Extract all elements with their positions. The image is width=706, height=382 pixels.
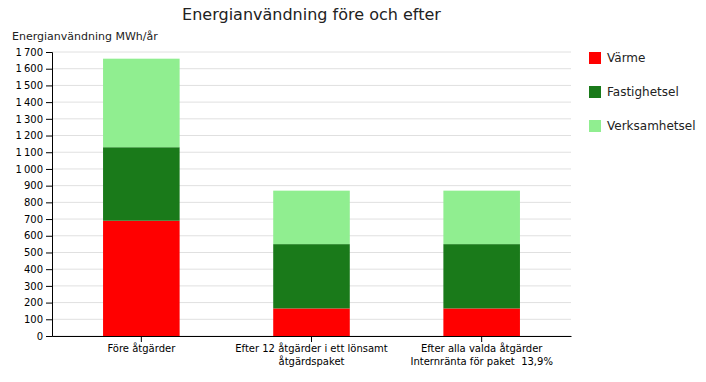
bar xyxy=(443,244,520,308)
bar xyxy=(103,221,180,336)
x-tick: Efter 12 åtgärder i ett lönsamtåtgärdspa… xyxy=(235,336,388,367)
grid-line xyxy=(52,52,571,53)
bars xyxy=(103,59,520,336)
bar xyxy=(273,191,350,244)
legend-item: Värme xyxy=(589,51,645,65)
y-tick: 1 600 xyxy=(16,63,52,74)
y-tick: 700 xyxy=(24,214,52,225)
y-tick-mark xyxy=(46,319,52,320)
chart: 0 100 200 300 400 500 600 700 800 900 1 000 1 100 1 … xyxy=(0,0,706,382)
bar xyxy=(103,59,180,148)
title: Energianvändning före och efter xyxy=(182,5,441,24)
x-tick-mark xyxy=(141,336,142,342)
y-tick-mark xyxy=(46,269,52,270)
y-tick-label: 700 xyxy=(24,214,43,225)
x-tick: Före åtgärder xyxy=(107,336,176,354)
y-tick: 1 000 xyxy=(16,164,52,175)
y-tick-label: 1 500 xyxy=(16,80,43,91)
y-tick-mark xyxy=(46,219,52,220)
y-axis: 0 100 200 300 400 500 600 700 800 900 1 000 1 100 1 … xyxy=(16,47,53,342)
y-tick-label: 500 xyxy=(24,247,43,258)
y-tick-mark xyxy=(46,303,52,304)
y-tick-mark xyxy=(46,202,52,203)
y-tick-mark xyxy=(46,52,52,53)
y-tick-label: 1 000 xyxy=(16,164,43,175)
y-tick-label: 400 xyxy=(24,264,43,275)
y-tick-label: 800 xyxy=(24,197,43,208)
y-tick: 1 100 xyxy=(16,147,52,158)
x-tick-label-line: Internränta för paket 13,9% xyxy=(410,356,552,367)
y-tick-label: 1 300 xyxy=(16,114,43,125)
legend: Värme Fastighetsel Verksamhetsel xyxy=(589,51,696,133)
x-tick: Efter alla valda åtgärder Internränta för… xyxy=(410,336,552,367)
y-tick: 1 400 xyxy=(16,97,52,108)
y-tick-label: 200 xyxy=(24,297,43,308)
y-tick-label: 0 xyxy=(37,331,43,342)
y-tick-mark xyxy=(46,136,52,137)
y-tick: 300 xyxy=(24,281,52,292)
y-tick-label: 1 200 xyxy=(16,130,43,141)
x-tick-label: Före åtgärder xyxy=(107,342,176,354)
legend-item: Verksamhetsel xyxy=(589,119,696,133)
x-tick-label-line: Efter 12 åtgärder i ett lönsamt xyxy=(235,342,388,354)
y-tick: 1 700 xyxy=(16,47,52,58)
y-tick-label: 900 xyxy=(24,180,43,191)
y-tick-mark xyxy=(46,102,52,103)
bar xyxy=(443,308,520,336)
y-tick: 800 xyxy=(24,197,52,208)
y-tick: 900 xyxy=(24,180,52,191)
legend-swatch xyxy=(589,52,601,64)
bar xyxy=(273,308,350,336)
bar xyxy=(443,191,520,244)
y-tick: 1 300 xyxy=(16,114,52,125)
y-tick: 1 200 xyxy=(16,130,52,141)
y-label: Energianvändning MWh/år xyxy=(12,30,158,43)
y-tick-mark xyxy=(46,336,52,337)
x-tick-label-line: Efter alla valda åtgärder xyxy=(421,342,543,354)
y-tick: 600 xyxy=(24,230,52,241)
y-tick: 1 500 xyxy=(16,80,52,91)
plot: 0 100 200 300 400 500 600 700 800 900 1 000 1 100 1 … xyxy=(16,47,572,367)
x-tick-mark xyxy=(311,336,312,342)
y-tick-label: 300 xyxy=(24,281,43,292)
x-tick-label: Efter 12 åtgärder i ett lönsamtåtgärdspa… xyxy=(235,342,388,367)
y-tick: 500 xyxy=(24,247,52,258)
y-tick-label: 100 xyxy=(24,314,43,325)
y-tick-mark xyxy=(46,152,52,153)
y-tick-label: 600 xyxy=(24,230,43,241)
legend-item: Fastighetsel xyxy=(589,85,679,99)
grid xyxy=(52,52,571,336)
y-tick-mark xyxy=(46,85,52,86)
y-axis-line xyxy=(46,53,53,337)
x-tick-label-line: Före åtgärder xyxy=(107,342,176,354)
y-tick-label: 1 100 xyxy=(16,147,43,158)
bar xyxy=(103,147,180,221)
x-tick-mark xyxy=(481,336,482,342)
y-tick-mark xyxy=(46,169,52,170)
y-tick-mark xyxy=(46,236,52,237)
y-tick: 400 xyxy=(24,264,52,275)
y-tick-label: 1 400 xyxy=(16,97,43,108)
legend-label: Fastighetsel xyxy=(607,85,679,99)
y-tick-mark xyxy=(46,69,52,70)
bar xyxy=(273,244,350,308)
legend-label: Värme xyxy=(607,51,645,65)
y-tick-mark xyxy=(46,286,52,287)
series xyxy=(103,147,520,308)
y-tick-label: 1 700 xyxy=(16,47,43,58)
y-tick: 0 xyxy=(37,331,52,342)
y-tick: 200 xyxy=(24,297,52,308)
y-tick-mark xyxy=(46,252,52,253)
y-tick: 100 xyxy=(24,314,52,325)
y-tick-mark xyxy=(46,119,52,120)
x-tick-label: Efter alla valda åtgärder Internränta för… xyxy=(410,342,552,367)
x-axis: Före åtgärder Efter 12 åtgärder i ett lön… xyxy=(53,336,572,367)
y-tick-label: 1 600 xyxy=(16,63,43,74)
legend-label: Verksamhetsel xyxy=(607,119,696,133)
x-tick-label-line: åtgärdspaket xyxy=(278,355,344,367)
legend-swatch xyxy=(589,120,601,132)
legend-swatch xyxy=(589,86,601,98)
series xyxy=(103,59,520,244)
y-tick-mark xyxy=(46,186,52,187)
